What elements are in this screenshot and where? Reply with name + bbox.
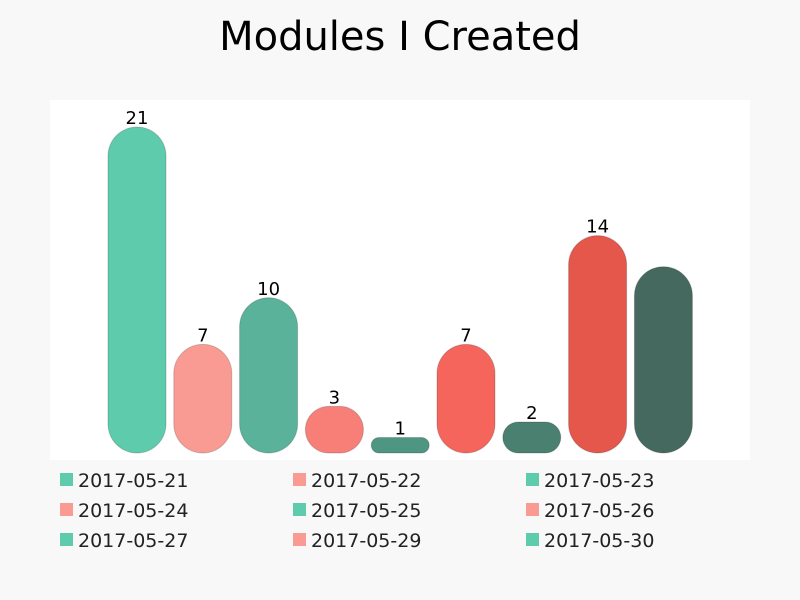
- bar-2017-05-21[interactable]: [107, 126, 167, 454]
- value-label-2017-05-26: 7: [460, 325, 471, 346]
- legend-label: 2017-05-22: [311, 470, 421, 492]
- legend-item-2017-05-22[interactable]: 2017-05-22: [293, 470, 421, 492]
- legend-swatch: [60, 533, 73, 546]
- legend-label: 2017-05-30: [544, 530, 654, 552]
- legend-item-2017-05-24[interactable]: 2017-05-24: [60, 500, 188, 522]
- value-label-2017-05-25: 1: [394, 418, 405, 439]
- legend-label: 2017-05-26: [544, 500, 654, 522]
- plot-area: [50, 100, 750, 460]
- legend-swatch: [293, 473, 306, 486]
- value-label-2017-05-29: 14: [586, 217, 609, 238]
- legend-item-2017-05-25[interactable]: 2017-05-25: [293, 500, 421, 522]
- legend-label: 2017-05-27: [78, 530, 188, 552]
- chart-title: Modules I Created: [219, 14, 581, 60]
- bar-2017-05-23[interactable]: [239, 297, 299, 454]
- legend-swatch: [526, 533, 539, 546]
- value-label-2017-05-21: 21: [126, 108, 149, 129]
- legend-label: 2017-05-23: [544, 470, 654, 492]
- legend-label: 2017-05-29: [311, 530, 421, 552]
- value-label-2017-05-22: 7: [197, 325, 208, 346]
- legend-swatch: [60, 503, 73, 516]
- legend-swatch: [293, 533, 306, 546]
- bar-2017-05-29[interactable]: [568, 235, 628, 454]
- legend-label: 2017-05-24: [78, 500, 188, 522]
- value-labels-group: 21 7 10 3 1 7 2 14: [126, 108, 610, 439]
- legend: 2017-05-21 2017-05-22 2017-05-23 2017-05-24…: [60, 470, 654, 552]
- bar-2017-05-24[interactable]: [304, 405, 364, 454]
- legend-label: 2017-05-25: [311, 500, 421, 522]
- value-label-2017-05-27: 2: [526, 403, 537, 424]
- bars-group: [107, 126, 693, 454]
- legend-item-2017-05-26[interactable]: 2017-05-26: [526, 500, 654, 522]
- legend-item-2017-05-29[interactable]: 2017-05-29: [293, 530, 421, 552]
- legend-swatch: [526, 473, 539, 486]
- bar-2017-05-22[interactable]: [173, 343, 233, 454]
- legend-item-2017-05-21[interactable]: 2017-05-21: [60, 470, 188, 492]
- value-label-2017-05-24: 3: [329, 387, 340, 408]
- legend-swatch: [293, 503, 306, 516]
- bar-2017-05-30[interactable]: [633, 266, 693, 454]
- bar-2017-05-25[interactable]: [370, 436, 430, 454]
- legend-swatch: [60, 473, 73, 486]
- value-label-2017-05-23: 10: [257, 279, 280, 300]
- bar-2017-05-27[interactable]: [502, 421, 562, 454]
- bar-2017-05-26[interactable]: [436, 343, 496, 454]
- legend-item-2017-05-23[interactable]: 2017-05-23: [526, 470, 654, 492]
- legend-label: 2017-05-21: [78, 470, 188, 492]
- legend-item-2017-05-27[interactable]: 2017-05-27: [60, 530, 188, 552]
- legend-swatch: [526, 503, 539, 516]
- legend-item-2017-05-30[interactable]: 2017-05-30: [526, 530, 654, 552]
